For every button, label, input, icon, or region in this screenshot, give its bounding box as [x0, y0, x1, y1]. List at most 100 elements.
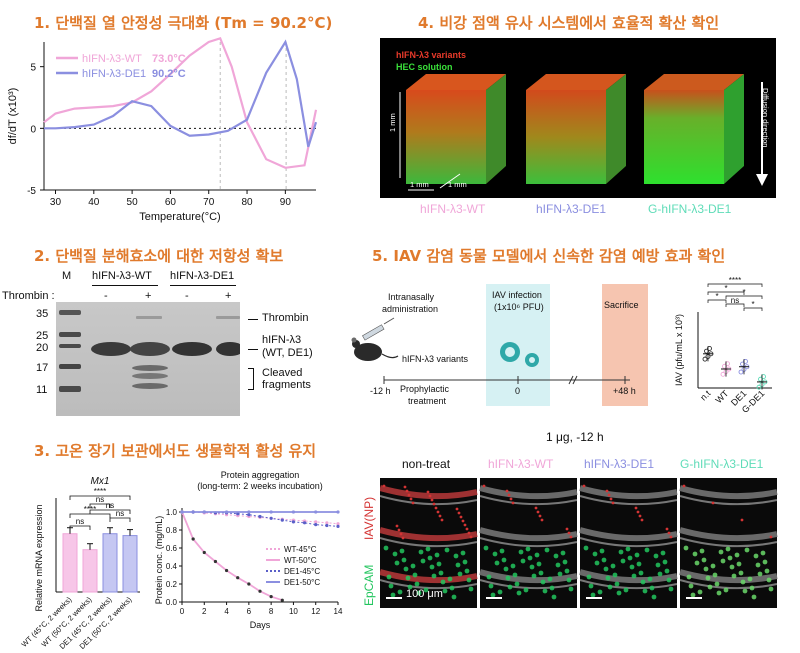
- admin-line2: administration: [382, 304, 439, 314]
- epcam-cell: [607, 584, 613, 590]
- epcam-cell: [503, 566, 509, 572]
- epcam-cell: [594, 560, 600, 566]
- col-label-gde1: G-hIFN-λ3-DE1: [680, 457, 764, 471]
- np-signal: [540, 518, 544, 522]
- epcam-cell: [701, 557, 707, 563]
- x-axis-label: Temperature(°C): [139, 211, 220, 223]
- epcam-cell: [390, 592, 396, 598]
- iav-sig-bracket: [707, 299, 727, 303]
- epcam-cell: [766, 577, 772, 583]
- x-tick-label: 14: [334, 607, 343, 616]
- np-signal: [665, 527, 669, 531]
- sacrifice-label: Sacrifice: [604, 300, 639, 310]
- epcam-cell: [523, 587, 529, 593]
- np-signal: [534, 506, 538, 510]
- np-signal: [461, 519, 465, 523]
- prophylactic-line1: Prophylactic: [400, 384, 450, 394]
- x-tick-label: 50: [127, 197, 139, 208]
- tissue-band: [380, 569, 478, 584]
- epcam-cell: [405, 575, 411, 581]
- epcam-cell: [744, 547, 750, 553]
- row-label-epcam: EpCAM: [362, 564, 376, 606]
- epithelium: [679, 495, 778, 506]
- marker-35: 35: [36, 308, 49, 320]
- y-tick-label: 0.2: [166, 580, 178, 589]
- epithelium: [380, 579, 478, 590]
- np-signal: [459, 515, 463, 519]
- epcam-cell: [736, 561, 742, 567]
- mx1-title: Mx1: [91, 476, 110, 487]
- epcam-cell: [407, 584, 413, 590]
- np-signal: [438, 514, 442, 518]
- np-signal: [436, 510, 440, 514]
- marker-11: 11: [36, 384, 48, 396]
- x-tick-label: 40: [88, 197, 100, 208]
- epcam-cell: [516, 590, 522, 596]
- epcam-cell: [666, 577, 672, 583]
- epcam-cell: [699, 548, 705, 554]
- epcam-cell: [683, 545, 689, 551]
- epcam-cell: [538, 570, 544, 576]
- np-signal: [469, 535, 473, 539]
- np-signal: [669, 535, 673, 539]
- epcam-cell: [455, 562, 461, 568]
- epcam-cell: [442, 588, 448, 594]
- agg-legend-label: WT-45°C: [284, 545, 317, 554]
- iav-point: [738, 369, 744, 375]
- sig-label: ns: [76, 517, 84, 526]
- legend-tm: 90.2°C: [152, 68, 186, 80]
- agg-point: [258, 589, 262, 593]
- epcam-cell: [718, 549, 724, 555]
- epcam-cell: [457, 571, 463, 577]
- epcam-cell: [597, 589, 603, 595]
- epcam-cell: [614, 581, 620, 587]
- epcam-cell: [655, 562, 661, 568]
- iav-sig-label: *: [724, 284, 727, 293]
- epithelium: [579, 579, 678, 590]
- epcam-cell: [514, 581, 520, 587]
- iav-point: [758, 376, 763, 382]
- series-wt: [43, 36, 318, 169]
- label-hec: HEC solution: [396, 62, 453, 72]
- agg-point: [269, 516, 273, 520]
- epcam-cell: [631, 573, 637, 579]
- thrombin-sign-1: -: [104, 290, 108, 302]
- agg-point: [269, 595, 273, 599]
- col-label-de1: hIFN-λ3-DE1: [584, 457, 655, 471]
- agg-legend-label: WT-50°C: [284, 556, 317, 565]
- y-tick-label: 0.4: [166, 562, 178, 571]
- iav-sig-bracket: [725, 295, 763, 299]
- microscopy-grid: [380, 478, 778, 608]
- np-signal: [605, 489, 609, 493]
- epcam-cell: [518, 549, 524, 555]
- bar: [62, 533, 78, 593]
- iav-point: [756, 384, 762, 390]
- np-signal: [509, 497, 513, 501]
- epcam-cell: [757, 571, 763, 577]
- epcam-cell: [438, 570, 444, 576]
- tissue-band: [679, 569, 778, 584]
- cube-label-wt: hIFN-λ3-WT: [420, 202, 486, 216]
- epcam-cell: [610, 563, 616, 569]
- y-tick-label: 0.0: [166, 598, 178, 607]
- agg-y-label: Protein conc. (mg/mL): [154, 516, 164, 605]
- tissue-band: [579, 485, 678, 500]
- epcam-cell: [544, 547, 550, 553]
- iav-point: [725, 361, 730, 367]
- epcam-cell: [588, 583, 594, 589]
- epcam-cell: [703, 566, 709, 572]
- sig-label: ns: [96, 495, 104, 504]
- epcam-cell: [531, 573, 537, 579]
- epcam-cell: [751, 594, 757, 600]
- band-thrombin-label: Thrombin: [262, 312, 309, 324]
- lane-m-label: M: [62, 270, 72, 282]
- scale-label: 100 μm: [406, 588, 443, 600]
- sig-label: ****: [94, 487, 106, 496]
- x-tick-label: 10: [289, 607, 298, 616]
- epcam-cell: [483, 545, 489, 551]
- iav-point: [707, 346, 712, 351]
- epcam-cell: [501, 557, 507, 563]
- agg-x-label: Days: [250, 620, 271, 630]
- epcam-cell: [553, 553, 559, 559]
- agg-point: [247, 510, 251, 514]
